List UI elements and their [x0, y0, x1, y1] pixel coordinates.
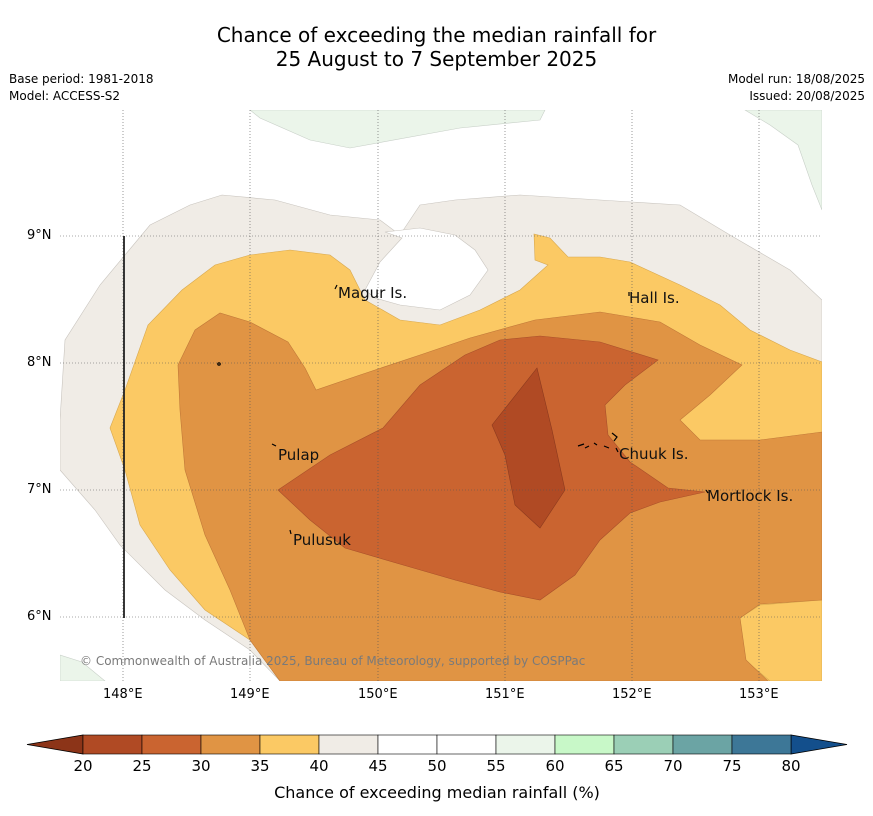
contour-layers	[60, 110, 822, 681]
colorbar-cell	[318, 734, 379, 755]
colorbar-cell	[200, 734, 261, 755]
colorbar-tick-label: 80	[781, 757, 800, 775]
lon-label-150e: 150°E	[358, 687, 398, 702]
contour-25-30	[277, 335, 706, 601]
colorbar-tick-label: 70	[663, 757, 682, 775]
contour-55-60-northeast	[744, 110, 822, 211]
island-chuuk	[577, 432, 619, 453]
island-magur	[334, 284, 338, 290]
map-title-line2: 25 August to 7 September 2025	[275, 47, 598, 71]
copyright-note: © Commonwealth of Australia 2025, Bureau…	[80, 654, 585, 668]
colorbar-cell	[613, 734, 674, 755]
issued-date: Issued: 20/08/2025	[749, 89, 865, 103]
base-period: Base period: 1981-2018	[9, 72, 154, 86]
colorbar-cell	[82, 734, 143, 755]
island-pulusuk	[289, 529, 292, 535]
colorbar-cell	[554, 734, 615, 755]
colorbar: 20 25 30 35 40 45 50 55 60 65 70 75 80 Chance of exc…	[26, 734, 848, 802]
colorbar-tick-label: 75	[722, 757, 741, 775]
colorbar-tick-label: 20	[73, 757, 92, 775]
lat-label-9n: 9°N	[27, 228, 52, 243]
contour-45-50-hole	[364, 227, 489, 311]
colorbar-cell	[495, 734, 556, 755]
colorbar-tick-label: 55	[486, 757, 505, 775]
colorbar-cell	[141, 734, 202, 755]
metadata-right: Model run: 18/08/2025 Issued: 20/08/2025	[728, 71, 865, 105]
island-small	[217, 362, 221, 366]
place-magur: Magur Is.	[338, 284, 407, 302]
contour-20-25	[491, 367, 566, 529]
island-pulap	[271, 443, 277, 447]
colorbar-tick-label: 60	[545, 757, 564, 775]
place-chuuk: Chuuk Is.	[619, 445, 688, 463]
model-run: Model run: 18/08/2025	[727, 72, 865, 86]
model-name: Model: ACCESS-S2	[9, 89, 121, 103]
lat-label-6n: 6°N	[27, 609, 52, 624]
graticule	[60, 110, 822, 681]
colorbar-low-extend	[26, 734, 84, 755]
colorbar-title: Chance of exceeding median rainfall (%)	[274, 783, 600, 802]
colorbar-tick-label: 25	[132, 757, 151, 775]
colorbar-cell	[377, 734, 438, 755]
place-pulusuk: Pulusuk	[293, 531, 351, 549]
lon-label-152e: 152°E	[612, 687, 652, 702]
colorbar-cell	[259, 734, 320, 755]
lon-label-148e: 148°E	[103, 687, 143, 702]
contour-55-60-north	[249, 110, 546, 149]
lon-label-151e: 151°E	[485, 687, 525, 702]
island-mortlock	[705, 489, 709, 494]
colorbar-tick-label: 30	[191, 757, 210, 775]
place-pulap: Pulap	[278, 446, 319, 464]
colorbar-tick-label: 35	[250, 757, 269, 775]
map-title-line1: Chance of exceeding the median rainfall …	[216, 23, 657, 47]
colorbar-tick-label: 40	[309, 757, 328, 775]
place-mortlock: Mortlock Is.	[707, 487, 793, 505]
metadata-left: Base period: 1981-2018 Model: ACCESS-S2	[9, 71, 154, 105]
lat-label-8n: 8°N	[27, 355, 52, 370]
colorbar-high-extend	[790, 734, 848, 755]
contour-55-60-southwest	[60, 654, 106, 681]
lon-label-153e: 153°E	[739, 687, 779, 702]
colorbar-cell	[731, 734, 792, 755]
colorbar-tick-label: 65	[604, 757, 623, 775]
place-hall: Hall Is.	[629, 289, 680, 307]
colorbar-tick-label: 45	[368, 757, 387, 775]
colorbar-cell	[436, 734, 497, 755]
colorbar-cell	[672, 734, 733, 755]
lat-label-7n: 7°N	[27, 482, 52, 497]
island-markers	[217, 284, 709, 535]
lon-label-149e: 149°E	[230, 687, 270, 702]
colorbar-tick-label: 50	[427, 757, 446, 775]
